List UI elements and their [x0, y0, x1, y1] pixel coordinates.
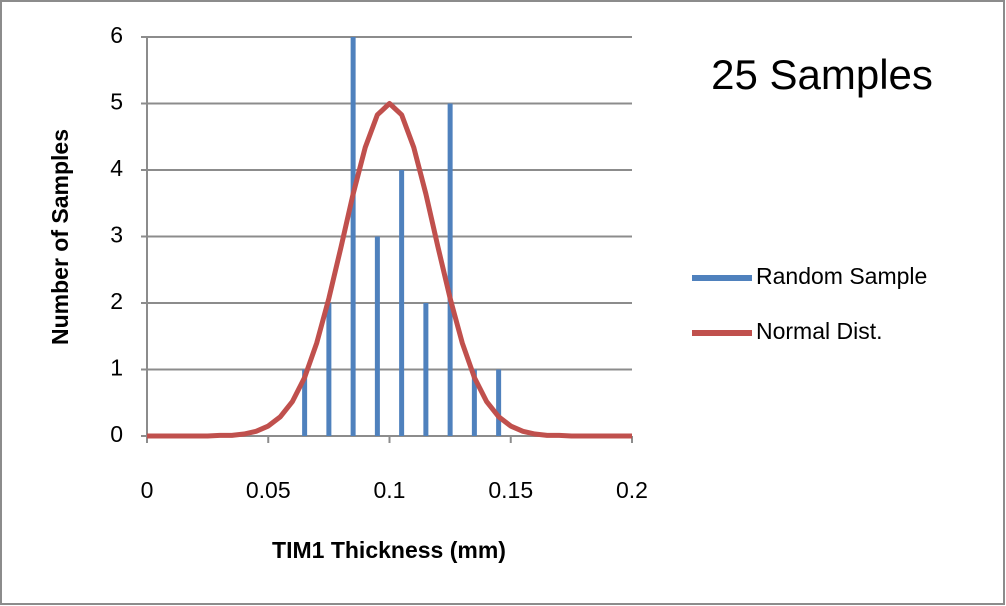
y-tick-label: 2	[110, 288, 123, 314]
bar	[350, 37, 356, 436]
bar	[423, 303, 429, 436]
bar	[302, 369, 308, 436]
bar	[471, 369, 477, 436]
y-axis-title: Number of Samples	[47, 129, 73, 345]
bar	[399, 170, 405, 436]
legend-label: Random Sample	[756, 263, 927, 289]
x-axis-title: TIM1 Thickness (mm)	[272, 537, 506, 563]
y-tick-label: 5	[110, 89, 123, 115]
y-tick-label: 1	[110, 355, 123, 381]
bar	[374, 236, 380, 436]
y-tick-label: 0	[110, 421, 123, 447]
legend-label: Normal Dist.	[756, 318, 883, 344]
annotation: 25 Samples	[711, 51, 933, 98]
x-tick-label: 0	[141, 477, 154, 503]
line	[147, 101, 632, 439]
bar	[447, 103, 453, 436]
x-tick-label: 0.15	[488, 477, 533, 503]
x-tick-label: 0.05	[246, 477, 291, 503]
bar	[496, 369, 502, 436]
x-tick-label: 0.1	[374, 477, 406, 503]
y-tick-label: 4	[110, 155, 123, 181]
y-tick-label: 3	[110, 222, 123, 248]
x-tick-label: 0.2	[616, 477, 648, 503]
bar	[326, 303, 332, 436]
y-tick-label: 6	[110, 22, 123, 48]
